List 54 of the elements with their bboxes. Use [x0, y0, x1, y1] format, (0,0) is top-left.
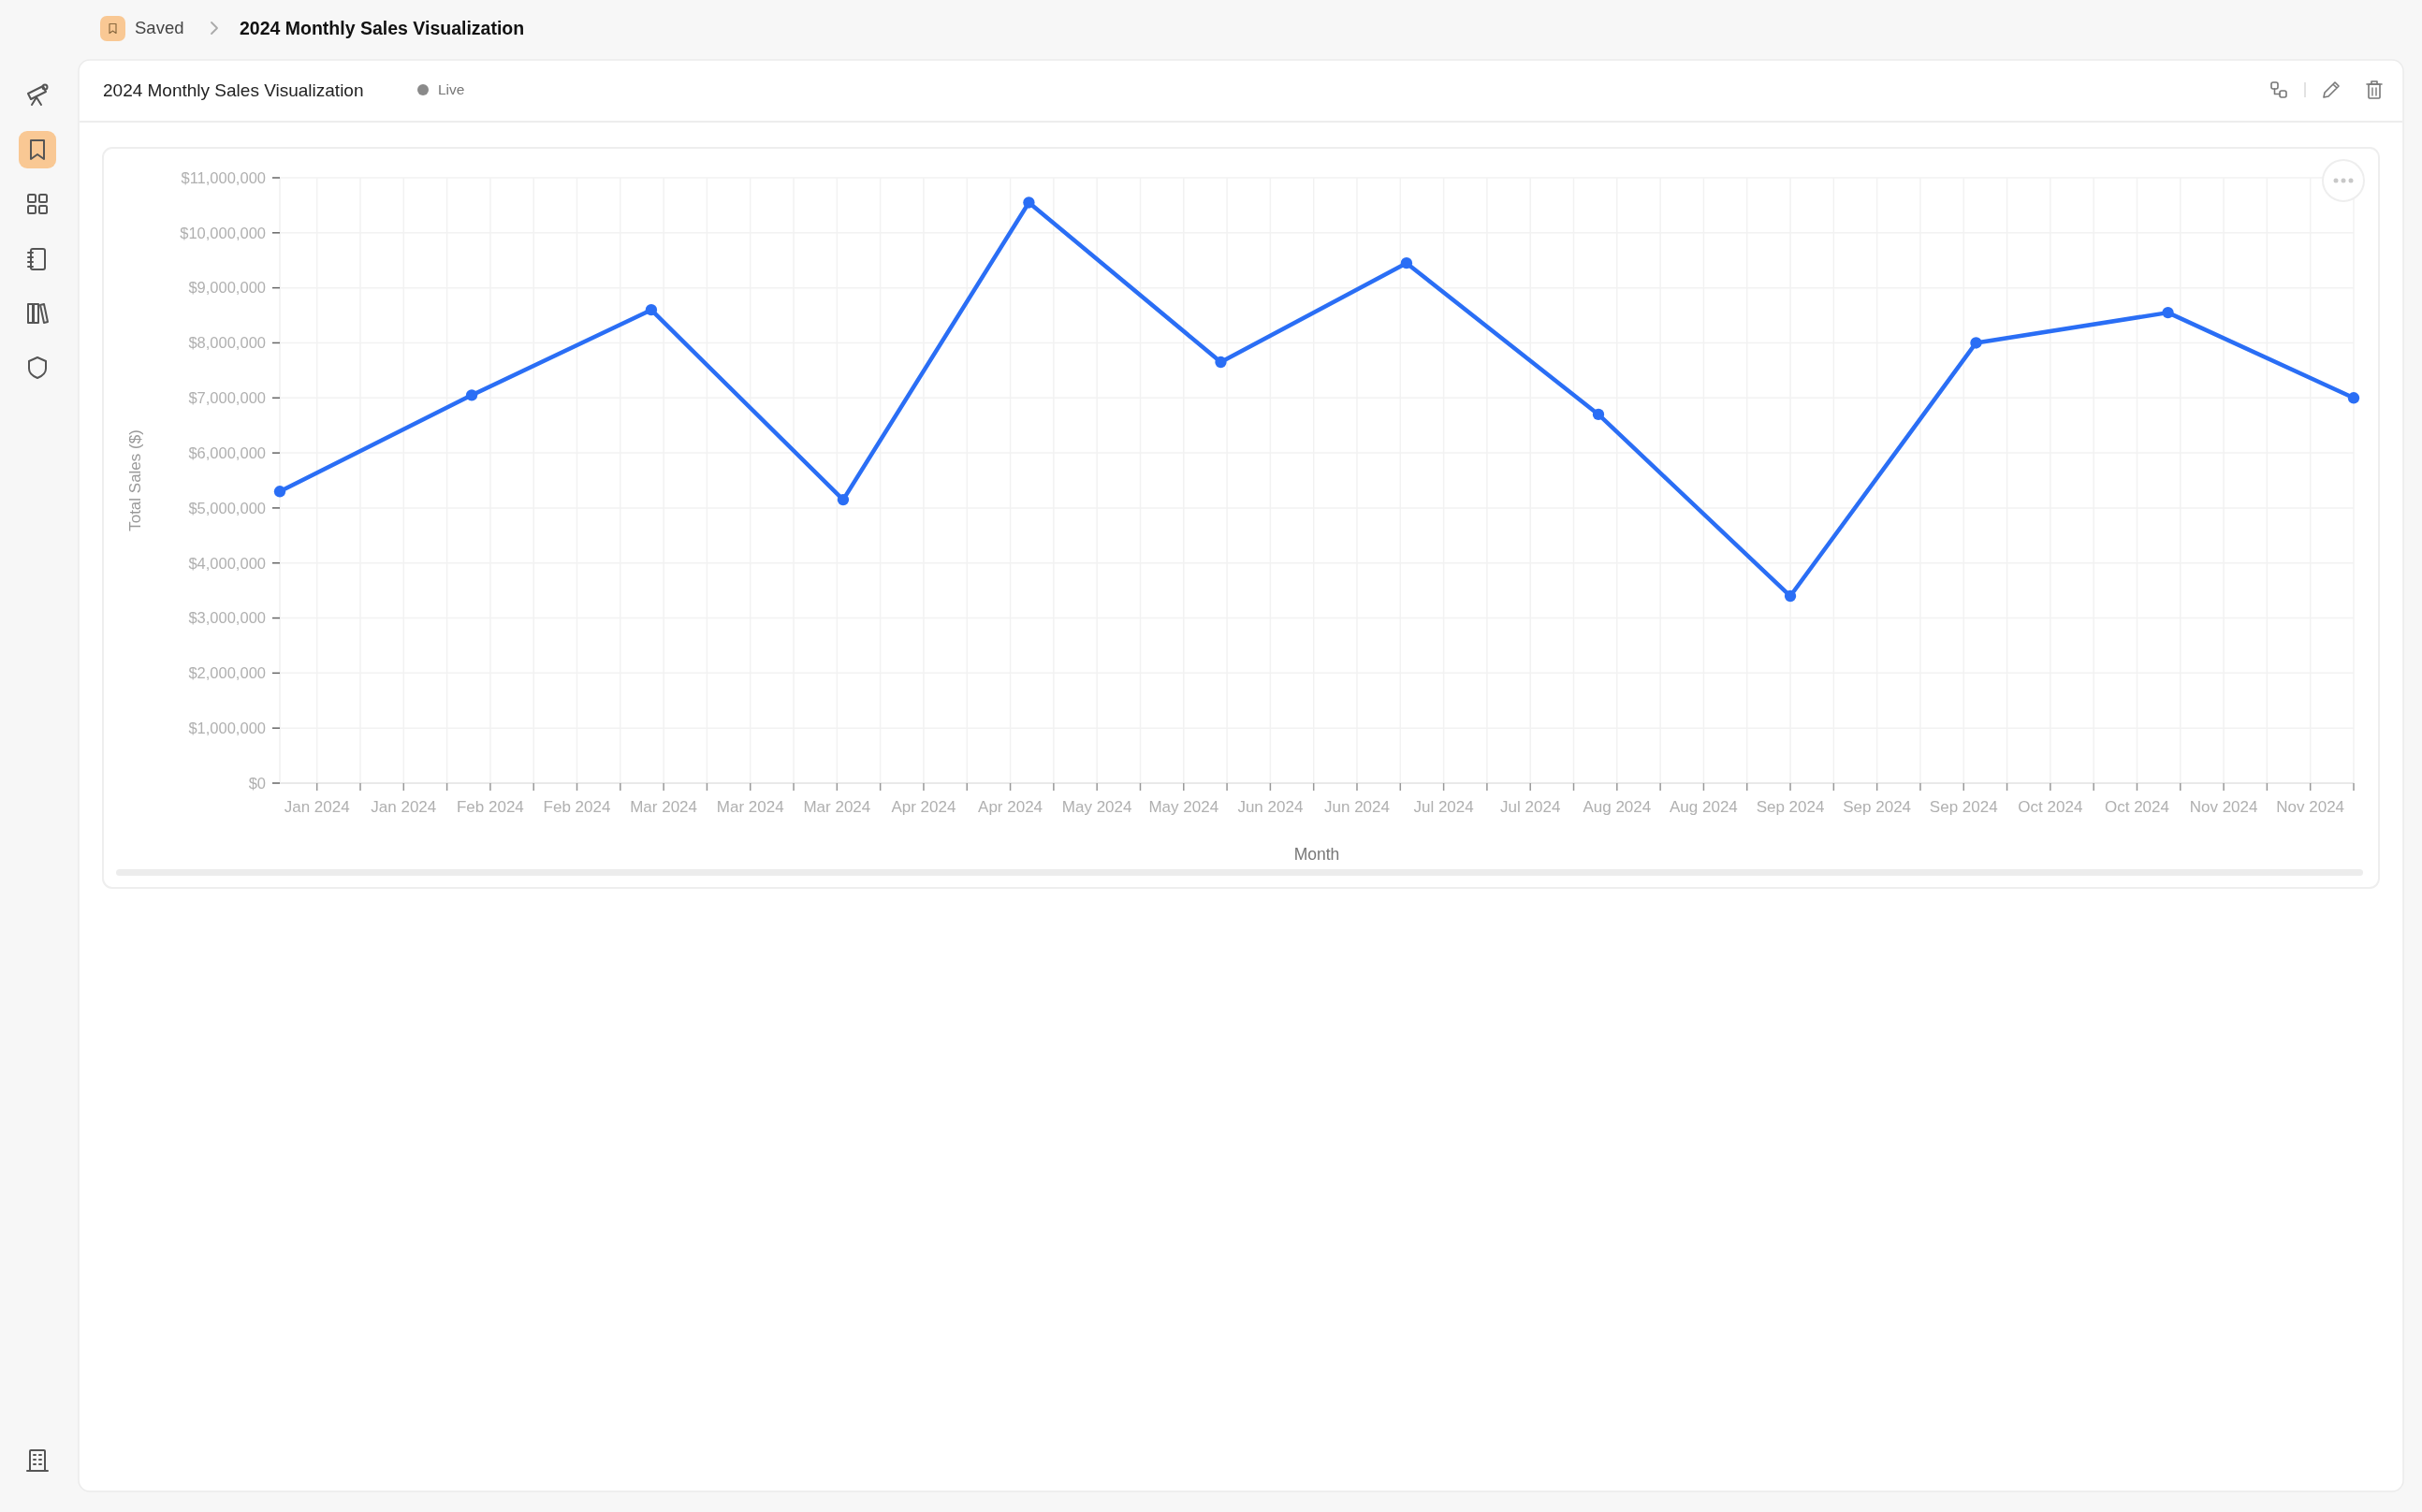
point [1970, 337, 1982, 349]
x-tick-label: Sep 2024 [1756, 797, 1825, 816]
text: Saved [135, 18, 184, 38]
x-tick-label: Mar 2024 [630, 797, 698, 816]
y-tick-label: $2,000,000 [188, 664, 266, 682]
x-tick-label: Jun 2024 [1237, 797, 1304, 816]
x-tick-label: Jun 2024 [1324, 797, 1390, 816]
x-axis-title: Month [1293, 845, 1340, 865]
point [1023, 196, 1035, 209]
x-tick-label: Jul 2024 [1500, 797, 1561, 816]
y-tick-label: $4,000,000 [188, 554, 266, 572]
x-tick-label: Apr 2024 [978, 797, 1043, 816]
point [1400, 257, 1413, 269]
x-tick-label: Aug 2024 [1583, 797, 1652, 816]
point [2162, 306, 2174, 319]
point [645, 304, 658, 316]
text: Live [438, 81, 465, 98]
text: 2024 Monthly Sales Visualization [240, 17, 525, 38]
x-tick-label: Nov 2024 [2189, 797, 2258, 816]
x-tick-label: Mar 2024 [716, 797, 784, 816]
x-tick-label: Jul 2024 [1413, 797, 1474, 816]
x-tick-label: May 2024 [1061, 797, 1132, 816]
y-tick-label: $7,000,000 [188, 389, 266, 407]
y-tick-label: $10,000,000 [180, 224, 266, 241]
point [273, 486, 286, 498]
x-tick-label: Apr 2024 [891, 797, 956, 816]
y-tick-label: $0 [248, 774, 266, 792]
y-tick-label: $5,000,000 [188, 499, 266, 516]
y-tick-label: $9,000,000 [188, 279, 266, 297]
x-tick-label: Aug 2024 [1670, 797, 1738, 816]
y-tick-label: $3,000,000 [188, 609, 266, 627]
x-tick-label: Jan 2024 [284, 797, 350, 816]
x-tick-label: Sep 2024 [1929, 797, 1998, 816]
x-tick-label: Feb 2024 [543, 797, 611, 816]
y-tick-label: $11,000,000 [181, 168, 266, 186]
x-tick-label: Sep 2024 [1843, 797, 1912, 816]
x-tick-label: Oct 2024 [2018, 797, 2083, 816]
point [837, 493, 850, 506]
y-axis-title: Total Sales ($) [125, 429, 144, 531]
x-tick-label: Jan 2024 [371, 797, 437, 816]
x-tick-label: Oct 2024 [2104, 797, 2169, 816]
chart-title: 2024 Monthly Sales Visualization [103, 80, 364, 100]
point [1784, 589, 1797, 603]
point [2347, 392, 2360, 404]
point [1215, 356, 1227, 369]
x-tick-label: May 2024 [1148, 797, 1219, 816]
x-tick-label: Nov 2024 [2276, 797, 2345, 816]
y-tick-label: $8,000,000 [188, 334, 266, 352]
x-tick-label: Mar 2024 [803, 797, 871, 816]
y-tick-label: $6,000,000 [188, 443, 266, 461]
point [1592, 408, 1605, 421]
x-tick-label: Feb 2024 [456, 797, 524, 816]
point [465, 389, 478, 401]
y-tick-label: $1,000,000 [188, 719, 266, 736]
